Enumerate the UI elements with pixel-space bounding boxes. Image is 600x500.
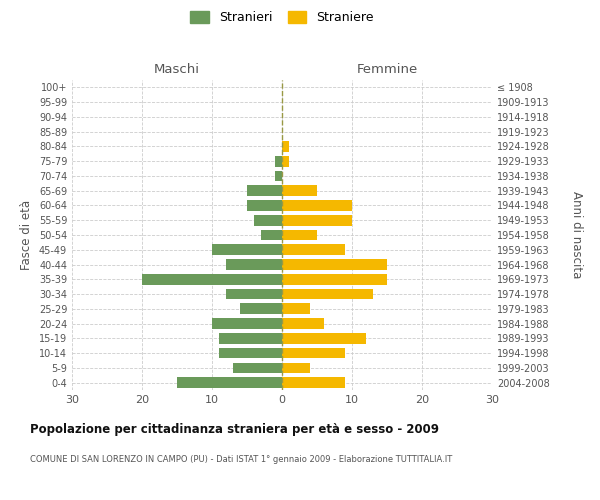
Text: COMUNE DI SAN LORENZO IN CAMPO (PU) - Dati ISTAT 1° gennaio 2009 - Elaborazione : COMUNE DI SAN LORENZO IN CAMPO (PU) - Da… [30, 455, 452, 464]
Bar [212, 318, 282, 329]
Bar [282, 215, 352, 226]
Bar [282, 318, 324, 329]
Text: Femmine: Femmine [356, 62, 418, 76]
Y-axis label: Fasce di età: Fasce di età [20, 200, 33, 270]
Bar [282, 274, 387, 284]
Bar [261, 230, 282, 240]
Bar [282, 259, 387, 270]
Bar [219, 348, 282, 358]
Bar [282, 156, 289, 166]
Bar [226, 259, 282, 270]
Bar [247, 186, 282, 196]
Y-axis label: Anni di nascita: Anni di nascita [571, 192, 583, 278]
Bar [282, 288, 373, 300]
Bar [254, 215, 282, 226]
Bar [282, 378, 345, 388]
Bar [226, 288, 282, 300]
Text: Popolazione per cittadinanza straniera per età e sesso - 2009: Popolazione per cittadinanza straniera p… [30, 422, 439, 436]
Legend: Stranieri, Straniere: Stranieri, Straniere [190, 11, 374, 24]
Bar [240, 304, 282, 314]
Bar [177, 378, 282, 388]
Bar [247, 200, 282, 211]
Bar [233, 362, 282, 373]
Bar [212, 244, 282, 255]
Bar [282, 141, 289, 152]
Bar [275, 156, 282, 166]
Bar [142, 274, 282, 284]
Bar [219, 333, 282, 344]
Bar [282, 304, 310, 314]
Bar [282, 230, 317, 240]
Bar [282, 200, 352, 211]
Bar [282, 348, 345, 358]
Bar [275, 170, 282, 181]
Bar [282, 244, 345, 255]
Text: Maschi: Maschi [154, 62, 200, 76]
Bar [282, 333, 366, 344]
Bar [282, 362, 310, 373]
Bar [282, 186, 317, 196]
